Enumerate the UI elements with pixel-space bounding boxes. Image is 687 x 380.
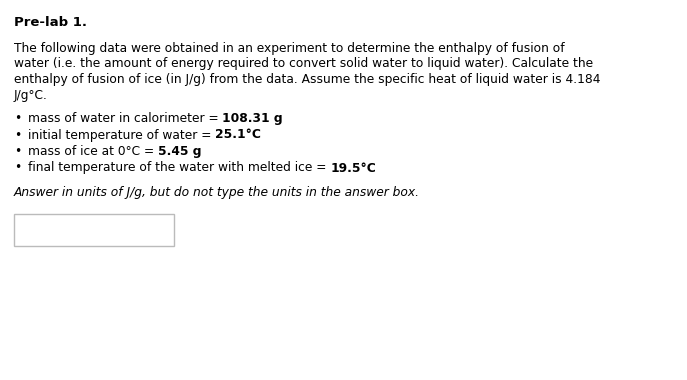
- Text: J/g°C.: J/g°C.: [14, 89, 48, 101]
- Text: •: •: [14, 162, 21, 174]
- Text: water (i.e. the amount of energy required to convert solid water to liquid water: water (i.e. the amount of energy require…: [14, 57, 593, 71]
- Text: 5.45 g: 5.45 g: [158, 145, 201, 158]
- Text: The following data were obtained in an experiment to determine the enthalpy of f: The following data were obtained in an e…: [14, 42, 565, 55]
- Text: final temperature of the water with melted ice =: final temperature of the water with melt…: [28, 162, 330, 174]
- Text: 25.1°C: 25.1°C: [215, 128, 261, 141]
- Text: mass of ice at 0°C =: mass of ice at 0°C =: [28, 145, 158, 158]
- Bar: [14, 214, 174, 246]
- Text: •: •: [14, 145, 21, 158]
- Text: initial temperature of water =: initial temperature of water =: [28, 128, 215, 141]
- Text: Pre-lab 1.: Pre-lab 1.: [14, 16, 87, 29]
- Text: mass of water in calorimeter =: mass of water in calorimeter =: [28, 112, 223, 125]
- Text: 108.31 g: 108.31 g: [223, 112, 283, 125]
- Text: enthalpy of fusion of ice (in J/g) from the data. Assume the specific heat of li: enthalpy of fusion of ice (in J/g) from …: [14, 73, 600, 86]
- Text: •: •: [14, 112, 21, 125]
- Text: 19.5°C: 19.5°C: [330, 162, 376, 174]
- Text: Answer in units of J/g, but do not type the units in the answer box.: Answer in units of J/g, but do not type …: [14, 186, 420, 199]
- Text: •: •: [14, 128, 21, 141]
